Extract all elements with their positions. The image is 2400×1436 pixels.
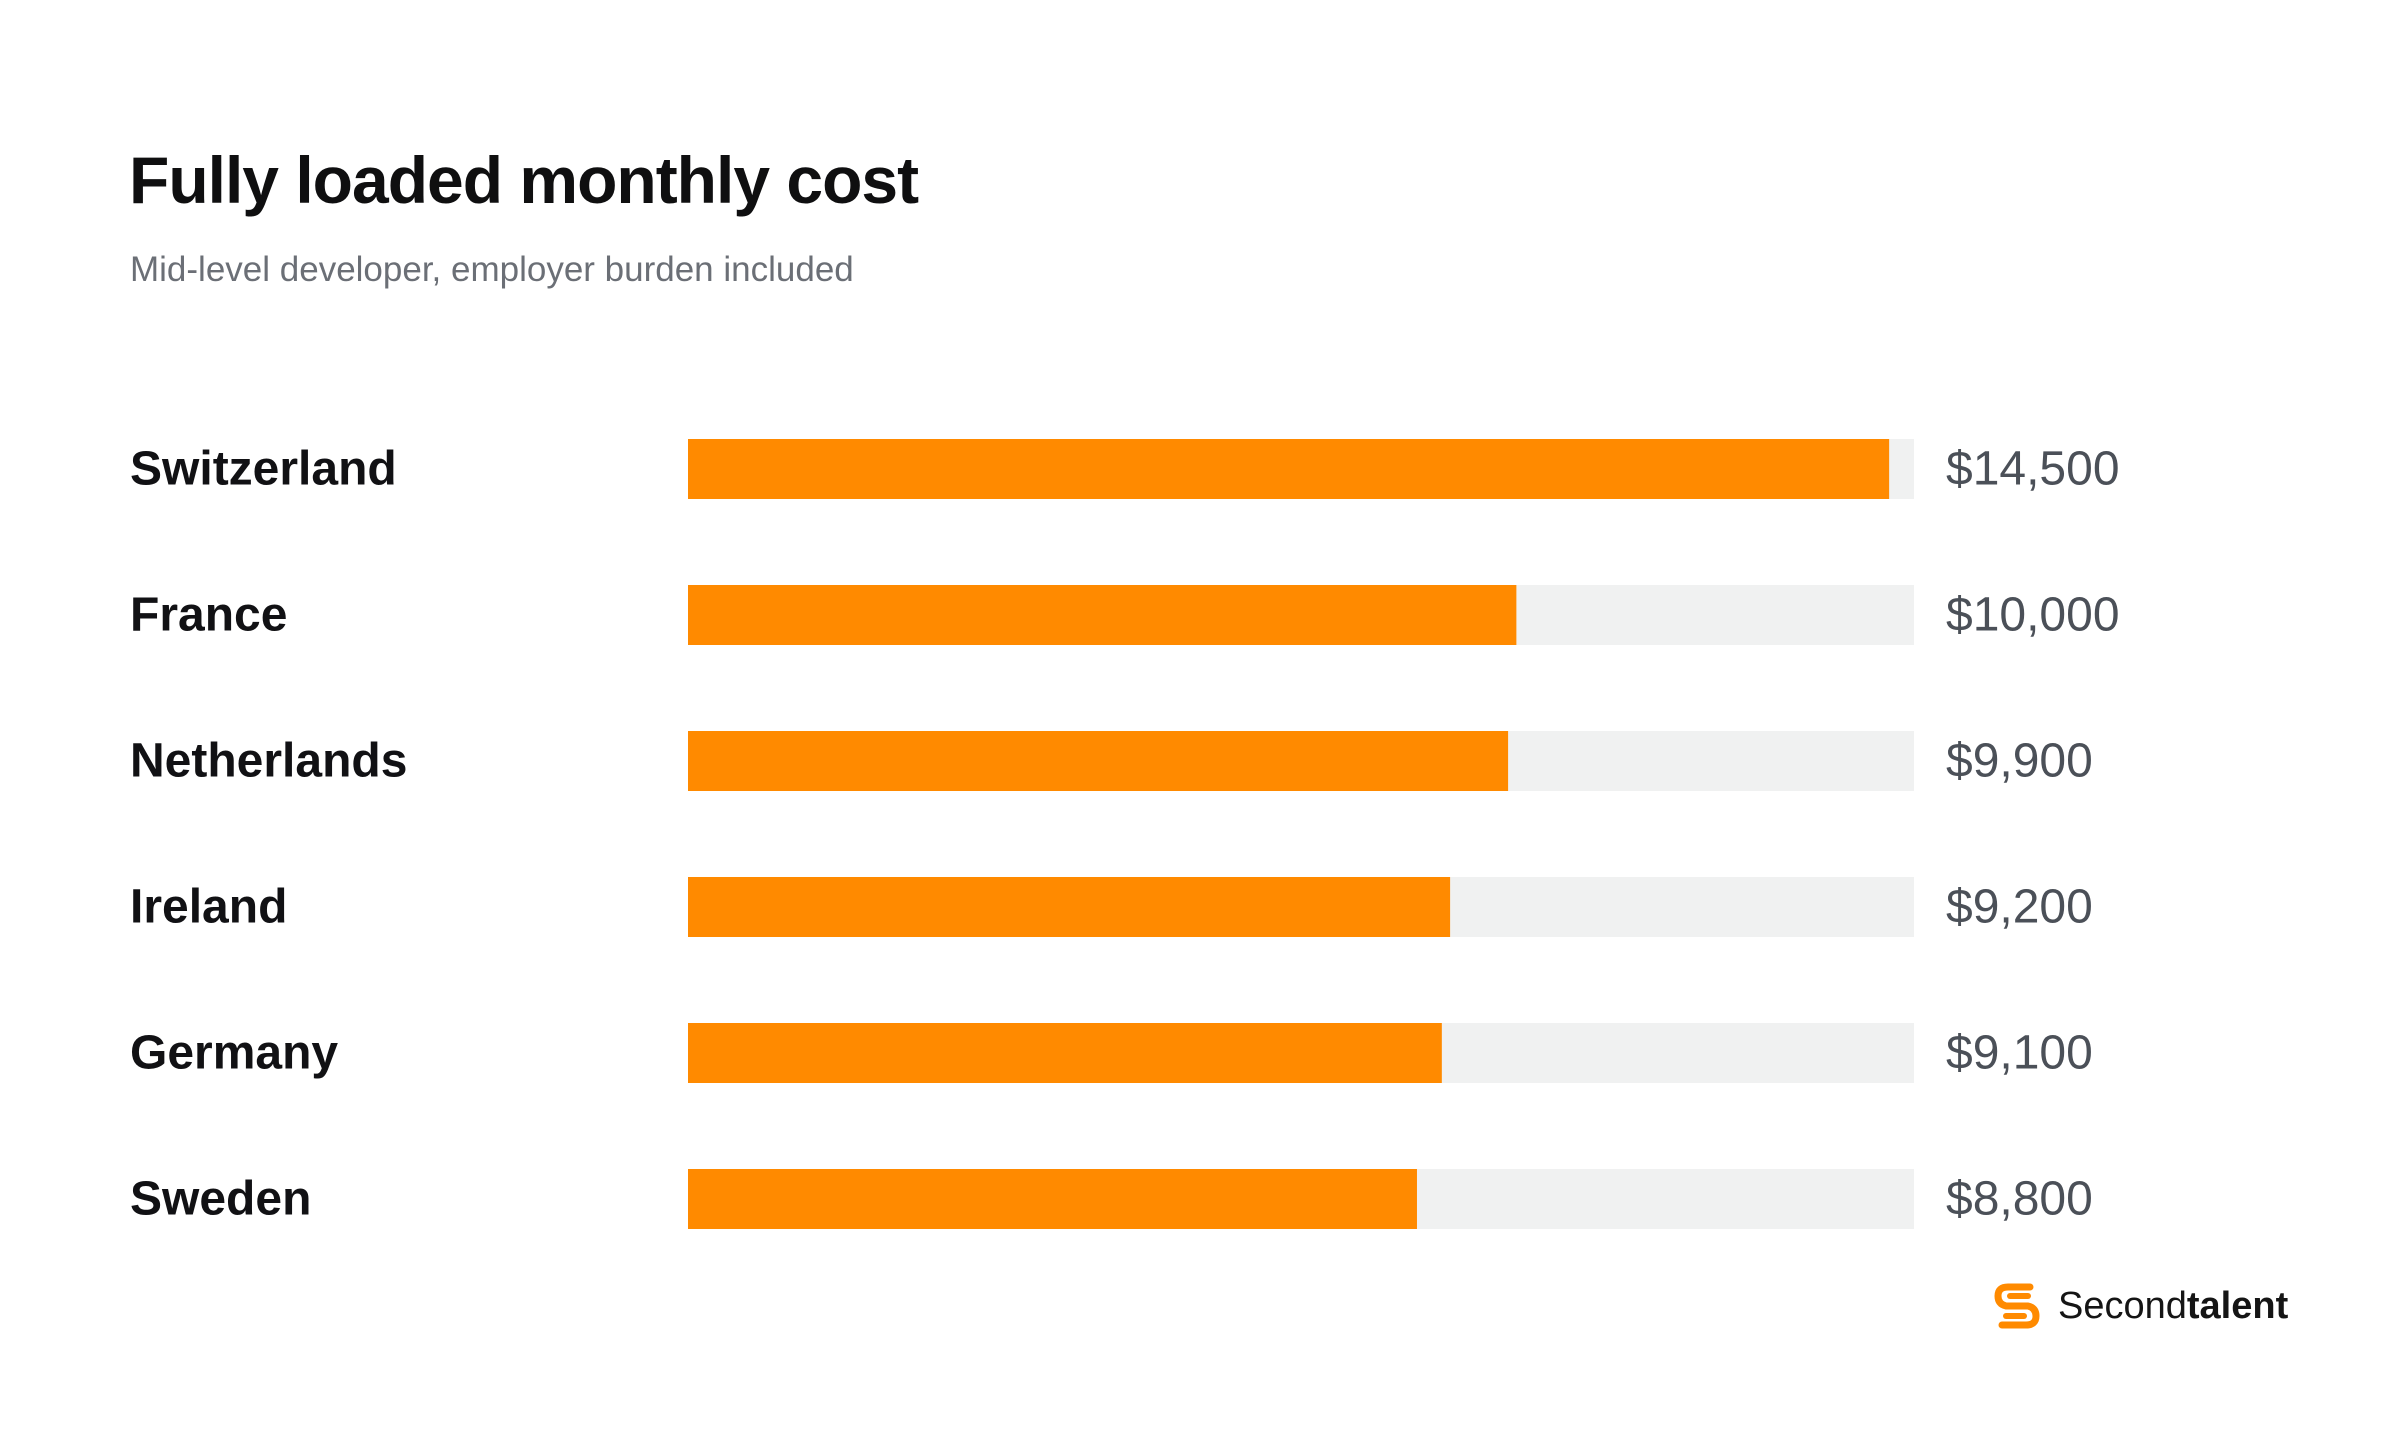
category-label: Sweden xyxy=(130,1173,311,1226)
category-label: Switzerland xyxy=(130,443,397,496)
category-label: Ireland xyxy=(130,881,287,934)
value-label: $10,000 xyxy=(1946,589,2120,642)
value-label: $8,800 xyxy=(1946,1173,2093,1226)
chart-title: Fully loaded monthly cost xyxy=(129,143,919,217)
brand-logo: Secondtalent xyxy=(1990,1276,2288,1336)
category-label: France xyxy=(130,589,287,642)
bar xyxy=(688,731,1509,791)
value-label: $9,200 xyxy=(1946,881,2093,934)
bar xyxy=(688,1023,1442,1083)
category-label: Netherlands xyxy=(130,735,407,788)
brand-name: Secondtalent xyxy=(2058,1285,2288,1328)
bar xyxy=(688,439,1890,499)
value-label: $9,900 xyxy=(1946,735,2093,788)
chart-subtitle: Mid-level developer, employer burden inc… xyxy=(130,250,854,289)
bar xyxy=(688,877,1451,937)
category-label: Germany xyxy=(130,1027,338,1080)
value-label: $14,500 xyxy=(1946,443,2120,496)
bar xyxy=(688,585,1517,645)
secondtalent-s-icon xyxy=(1994,1283,2040,1329)
brand-name-bold: talent xyxy=(2186,1284,2289,1327)
value-label: $9,100 xyxy=(1946,1027,2093,1080)
bar xyxy=(688,1169,1417,1229)
brand-name-light: Second xyxy=(2058,1284,2187,1327)
